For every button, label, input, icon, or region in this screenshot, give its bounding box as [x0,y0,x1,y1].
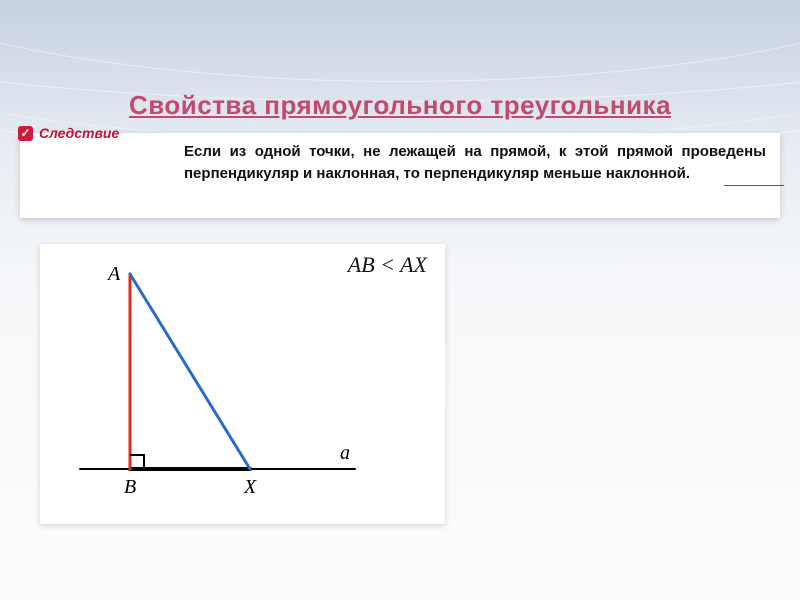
figure-card: A B Xa AB < AX [40,244,445,524]
slide: Свойства прямоугольного треугольника ✓ С… [0,0,800,600]
slide-title: Свойства прямоугольного треугольника [0,90,800,121]
label-x: X [243,476,257,498]
check-icon: ✓ [18,126,33,141]
corollary-tab: ✓ Следствие [18,125,119,141]
textbook-card: ✓ Следствие Если из одной точки, не лежа… [20,133,780,218]
label-a: A [106,263,121,285]
background-arc [0,0,800,102]
inequality-text: AB < AX [348,252,427,278]
scan-mark [724,185,784,186]
theorem-text: Если из одной точки, не лежащей на прямо… [184,141,766,185]
background-arc [0,0,800,82]
segment-ax [130,274,250,469]
right-angle-marker [130,455,144,469]
label-line-a: a [340,442,350,464]
label-b: B [124,476,136,498]
triangle-figure: A B Xa [40,244,445,524]
tab-label: Следствие [39,125,119,141]
